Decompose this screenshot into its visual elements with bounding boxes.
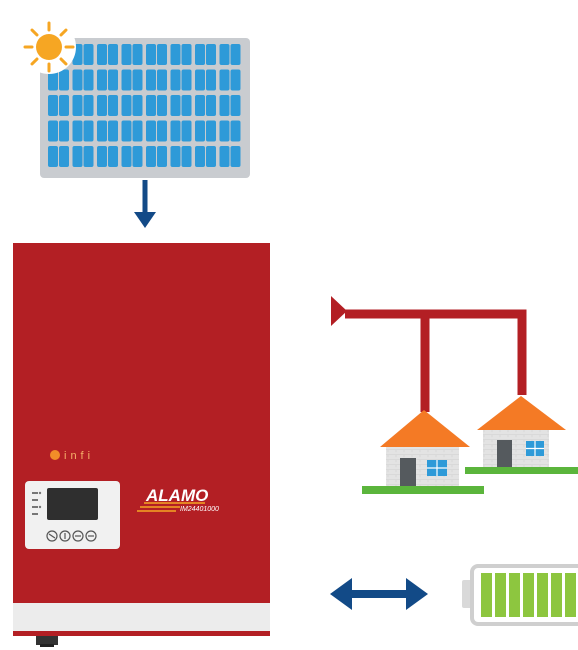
solar-cell [170,95,192,116]
solar-cell [146,69,167,91]
button-up[interactable] [59,530,71,542]
power-line-icon [331,296,527,412]
solar-cell [146,120,167,142]
battery-level-bar [523,573,534,617]
solar-cell [195,69,216,91]
model-number: IM24401000 [180,506,219,513]
solar-cell [121,69,143,91]
solar-cell [219,146,241,167]
solar-cell [170,69,192,91]
solar-cell [48,120,69,142]
solar-cell [219,44,241,65]
product-branding: ALAMO IM24401000 [137,486,219,513]
solar-cell [97,44,118,65]
solar-cell [195,44,216,65]
battery-level-bar [495,573,506,617]
solar-panel-icon [40,38,250,178]
house-icon [465,396,578,474]
button-down[interactable] [72,530,84,542]
solar-cell [195,120,216,142]
solar-cell [72,146,94,167]
solar-cell [195,146,216,167]
solar-cell [97,69,118,91]
down-arrow-icon [134,180,156,228]
battery-level-bar [551,573,562,617]
solar-cell [72,69,94,91]
battery-level-bar [537,573,548,617]
solar-cell [121,95,143,116]
solar-cell [170,120,192,142]
solar-cell [48,146,69,167]
button-esc[interactable] [46,530,58,542]
inverter-icon: infi [13,243,270,647]
sun-ray [30,57,39,66]
solar-cell [219,69,241,91]
svg-text:infi: infi [64,450,94,462]
button-enter[interactable] [85,530,97,542]
battery-level-bar [509,573,520,617]
sun-ray [59,28,68,37]
solar-cell [121,120,143,142]
double-arrow-icon [330,578,428,610]
solar-cell [121,146,143,167]
sun-ray [59,57,68,66]
solar-cell [146,44,167,65]
solar-cell [146,95,167,116]
solar-cell [97,95,118,116]
infi-logo: infi [50,450,94,462]
solar-cell [170,44,192,65]
lcd-display [47,488,98,520]
solar-cell [97,120,118,142]
solar-cell [72,95,94,116]
battery-level-bar [481,573,492,617]
product-name: ALAMO [145,486,208,505]
solar-cell [72,120,94,142]
battery-level-bar [565,573,576,617]
sun-icon [22,20,76,74]
solar-cell [146,146,167,167]
solar-cell [97,146,118,167]
house-icon [362,410,484,494]
solar-cell [219,120,241,142]
solar-cell [121,44,143,65]
control-panel [25,481,120,549]
solar-cell [48,95,69,116]
control-buttons[interactable] [46,530,97,542]
status-leds [32,491,42,515]
solar-cell [219,95,241,116]
solar-cell [48,69,69,91]
sun-ray [30,28,39,37]
solar-cell [195,95,216,116]
solar-cell [170,146,192,167]
battery-icon [462,564,578,626]
